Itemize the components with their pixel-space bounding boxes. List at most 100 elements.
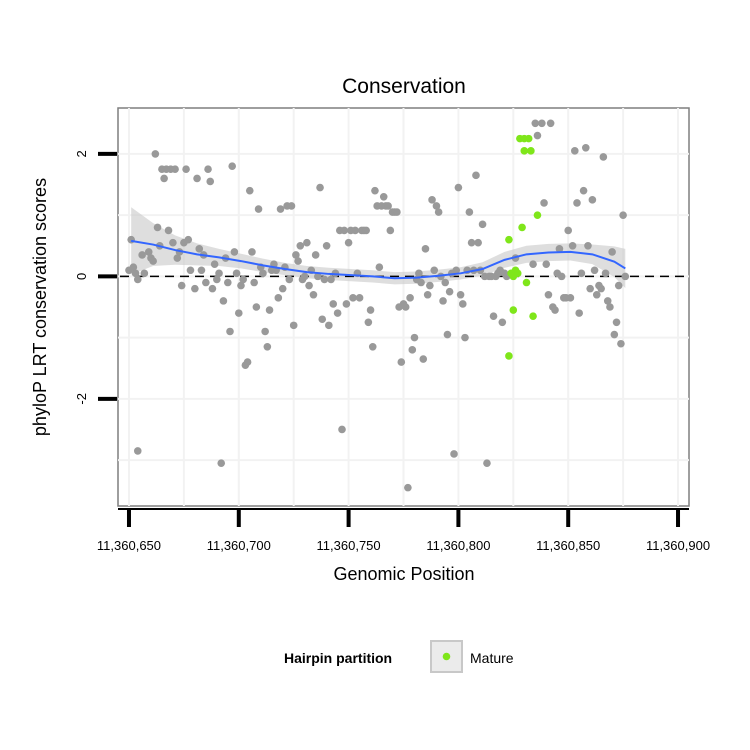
data-point xyxy=(555,245,564,253)
data-point xyxy=(417,278,425,287)
data-point xyxy=(368,343,377,351)
data-point xyxy=(340,226,349,235)
y-tick-label: 2 xyxy=(74,150,89,157)
data-point xyxy=(344,238,353,247)
data-point xyxy=(430,266,439,275)
data-point xyxy=(579,186,588,195)
x-tick-label: 11,360,850 xyxy=(536,538,600,553)
mature-point xyxy=(527,147,535,155)
data-point xyxy=(160,174,168,183)
data-point xyxy=(237,281,245,290)
x-axis-label: Genomic Position xyxy=(333,564,474,584)
data-point xyxy=(303,238,311,247)
data-point xyxy=(322,241,331,250)
data-point xyxy=(546,119,555,128)
data-point xyxy=(186,266,195,275)
mature-point xyxy=(524,134,533,143)
data-point xyxy=(384,202,392,210)
data-point xyxy=(571,147,579,155)
data-point xyxy=(610,330,619,339)
data-point xyxy=(274,294,283,302)
data-point xyxy=(443,330,452,339)
data-point xyxy=(586,284,594,293)
data-point xyxy=(144,248,153,256)
data-point xyxy=(294,257,302,265)
data-point xyxy=(300,272,309,281)
data-point xyxy=(289,321,298,330)
data-point xyxy=(327,275,335,284)
data-point xyxy=(603,297,612,305)
y-tick-label: 0 xyxy=(74,273,89,280)
data-point xyxy=(608,248,616,256)
data-point xyxy=(542,260,551,268)
data-point xyxy=(195,245,204,253)
data-point xyxy=(410,333,419,342)
data-point xyxy=(601,269,610,278)
data-point xyxy=(614,281,623,290)
data-point xyxy=(432,202,441,210)
data-point xyxy=(419,355,428,363)
data-point xyxy=(276,205,285,213)
data-point xyxy=(226,327,234,336)
y-tick-label: -2 xyxy=(74,393,89,405)
data-point xyxy=(232,269,241,278)
x-tick-label: 11,360,800 xyxy=(426,538,490,553)
data-point xyxy=(421,245,430,253)
data-point xyxy=(375,263,384,272)
data-point xyxy=(483,459,491,467)
data-point xyxy=(325,321,333,330)
data-point xyxy=(169,238,177,247)
data-point xyxy=(133,275,142,284)
data-point xyxy=(259,269,267,278)
data-point xyxy=(171,165,179,174)
data-point xyxy=(401,303,410,311)
data-point xyxy=(224,278,232,287)
data-point xyxy=(204,165,212,174)
data-point xyxy=(426,281,434,290)
data-point xyxy=(619,211,627,219)
legend-entry-mature: Mature xyxy=(470,650,514,666)
data-point xyxy=(320,275,329,284)
data-point xyxy=(206,177,215,186)
data-point xyxy=(439,297,447,305)
data-point xyxy=(531,119,540,128)
data-point xyxy=(193,174,201,183)
data-point xyxy=(261,327,269,336)
legend: Hairpin partition Mature xyxy=(284,640,514,673)
data-point xyxy=(415,269,423,278)
data-point xyxy=(568,241,577,250)
data-point xyxy=(210,260,219,268)
data-point xyxy=(278,284,287,293)
data-point xyxy=(366,306,375,314)
data-point xyxy=(234,309,243,317)
data-point xyxy=(489,312,498,320)
data-point xyxy=(250,278,258,287)
data-point xyxy=(252,303,261,311)
x-axis: 11,360,650 11,360,700 11,360,750 11,360,800… xyxy=(97,508,710,553)
data-point xyxy=(265,306,274,314)
data-point xyxy=(540,199,548,207)
other-points xyxy=(125,119,630,492)
data-point xyxy=(239,275,247,284)
data-point xyxy=(202,278,210,287)
data-point xyxy=(213,275,221,284)
mature-point xyxy=(533,211,542,219)
x-tick-label: 11,360,750 xyxy=(317,538,381,553)
data-point xyxy=(292,251,300,259)
data-point xyxy=(393,208,401,216)
data-point xyxy=(351,226,359,235)
data-point xyxy=(408,346,417,354)
data-point xyxy=(573,199,581,207)
data-point xyxy=(191,284,199,293)
mature-point xyxy=(513,269,522,278)
data-point xyxy=(529,260,537,268)
data-point xyxy=(362,226,370,235)
chart-title: Conservation xyxy=(342,75,466,98)
data-point xyxy=(612,318,621,327)
data-point xyxy=(182,165,190,174)
data-point xyxy=(329,300,338,308)
y-axis: -2 0 2 xyxy=(74,150,117,405)
data-point xyxy=(458,300,467,308)
mature-point xyxy=(522,278,531,287)
